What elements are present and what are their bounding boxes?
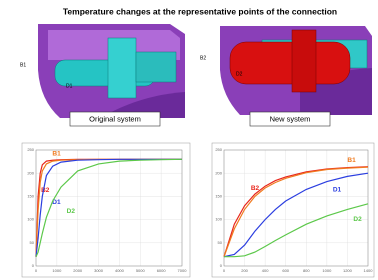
y-tick-label: 50 [30, 240, 35, 245]
panel-label: New system [270, 114, 311, 123]
panel-label: Original system [89, 114, 141, 123]
x-tick-label: 4000 [115, 268, 125, 273]
y-tick-label: 150 [27, 193, 34, 198]
series-line [36, 159, 182, 256]
x-tick-label: 7000 [178, 268, 188, 273]
figure: Temperature changes at the representativ… [0, 0, 378, 280]
original-render [38, 24, 185, 118]
plot-area [36, 150, 182, 266]
x-tick-label: 1200 [343, 268, 353, 273]
series-line [36, 159, 182, 256]
title: Temperature changes at the representativ… [63, 6, 337, 16]
y-tick-label: 100 [215, 217, 222, 222]
series-line [36, 159, 182, 256]
x-tick-label: 400 [262, 268, 269, 273]
point-label: B2 [200, 55, 206, 61]
x-tick-label: 2000 [73, 268, 83, 273]
y-tick-label: 250 [215, 147, 222, 152]
y-tick-label: 200 [27, 170, 34, 175]
series-label: D2 [353, 216, 362, 223]
series-label: B1 [347, 157, 356, 164]
x-tick-label: 800 [303, 268, 310, 273]
x-tick-label: 1000 [322, 268, 332, 273]
y-tick-label: 50 [218, 240, 223, 245]
y-tick-label: 200 [215, 170, 222, 175]
y-tick-label: 250 [27, 147, 34, 152]
point-label: D1 [66, 83, 73, 89]
series-line [224, 204, 368, 257]
x-tick-label: 0 [223, 268, 226, 273]
point-label: B1 [20, 62, 26, 68]
y-tick-label: 100 [27, 217, 34, 222]
x-tick-label: 0 [35, 268, 38, 273]
x-tick-label: 5000 [136, 268, 146, 273]
x-tick-label: 200 [241, 268, 248, 273]
x-tick-label: 1000 [52, 268, 62, 273]
x-tick-label: 3000 [94, 268, 104, 273]
y-tick-label: 150 [215, 193, 222, 198]
x-tick-label: 6000 [157, 268, 167, 273]
series-line [224, 173, 368, 257]
series-line [36, 159, 182, 256]
point-label: D2 [236, 71, 243, 77]
new-render [220, 26, 372, 115]
x-tick-label: 1400 [364, 268, 374, 273]
series-label: D1 [333, 186, 342, 193]
x-tick-label: 600 [282, 268, 289, 273]
series-label: B2 [251, 185, 260, 192]
series-label: B1 [52, 151, 61, 158]
series-label: D2 [67, 208, 76, 215]
